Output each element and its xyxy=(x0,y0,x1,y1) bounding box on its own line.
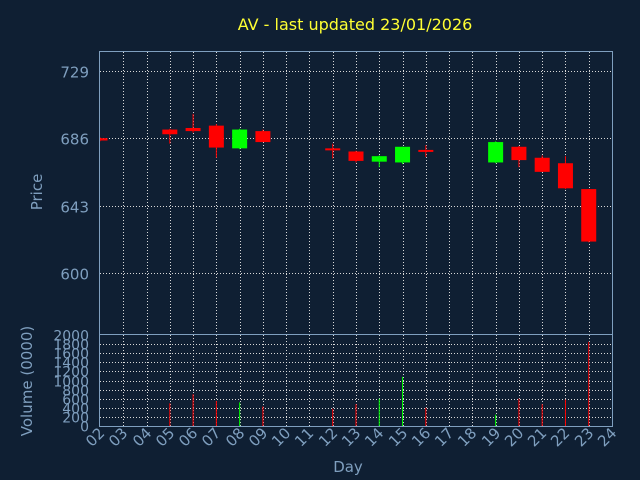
candle-body-down xyxy=(255,131,271,143)
x-tick-label: 07 xyxy=(198,424,224,450)
volume-tick-label: 1400 xyxy=(53,356,89,372)
volume-tick-label: 800 xyxy=(62,384,89,400)
price-axis-label: Price xyxy=(28,174,46,211)
volume-tick-label: 2000 xyxy=(53,329,89,345)
price-tick-label: 729 xyxy=(60,64,89,82)
volume-bars xyxy=(169,341,590,426)
price-grid xyxy=(100,52,612,334)
candle-body-down xyxy=(511,146,527,161)
candle-body-down xyxy=(162,129,178,135)
volume-tick-label: 200 xyxy=(62,411,89,427)
x-axis: 0203040506070809101112131415161718192021… xyxy=(82,424,620,450)
price-axis: 600 643 686 729 xyxy=(60,64,89,284)
x-tick-label: 11 xyxy=(291,424,317,450)
price-tick-label: 686 xyxy=(60,131,89,149)
price-tick-label: 600 xyxy=(60,266,89,284)
volume-tick-label: 1800 xyxy=(53,338,89,354)
volume-axis-label: Volume (0000) xyxy=(18,326,36,436)
candle-body-down xyxy=(208,125,224,148)
candle-body-down xyxy=(325,148,341,151)
x-tick-label: 03 xyxy=(105,424,131,450)
x-tick-label: 22 xyxy=(547,424,573,450)
candle-body-up xyxy=(232,129,248,149)
volume-tick-label: 1600 xyxy=(53,347,89,363)
candle-body-down xyxy=(348,151,364,161)
candle-body-up xyxy=(371,156,387,162)
volume-tick-label: 600 xyxy=(62,393,89,409)
candles xyxy=(99,113,597,243)
chart-title: AV - last updated 23/01/2026 xyxy=(238,15,473,34)
x-tick-label: 24 xyxy=(594,424,620,450)
candle-body-up xyxy=(395,146,411,163)
x-axis-label: Day xyxy=(333,458,363,476)
candle-body-down xyxy=(581,189,597,242)
volume-tick-label: 1000 xyxy=(53,375,89,391)
candle-body-down xyxy=(557,163,573,189)
candle-body-down xyxy=(185,127,201,132)
candle-body-down xyxy=(534,157,550,172)
price-tick-label: 643 xyxy=(60,199,89,217)
volume-tick-label: 400 xyxy=(62,402,89,418)
x-tick-label: 14 xyxy=(361,424,387,450)
x-tick-label: 18 xyxy=(454,424,480,450)
candle-body-down xyxy=(418,149,434,152)
volume-tick-label: 0 xyxy=(80,420,89,436)
candle-body-down xyxy=(100,138,108,141)
volume-panel-frame xyxy=(99,334,613,427)
volume-tick-label: 1200 xyxy=(53,365,89,381)
candle-body-up xyxy=(488,142,504,163)
